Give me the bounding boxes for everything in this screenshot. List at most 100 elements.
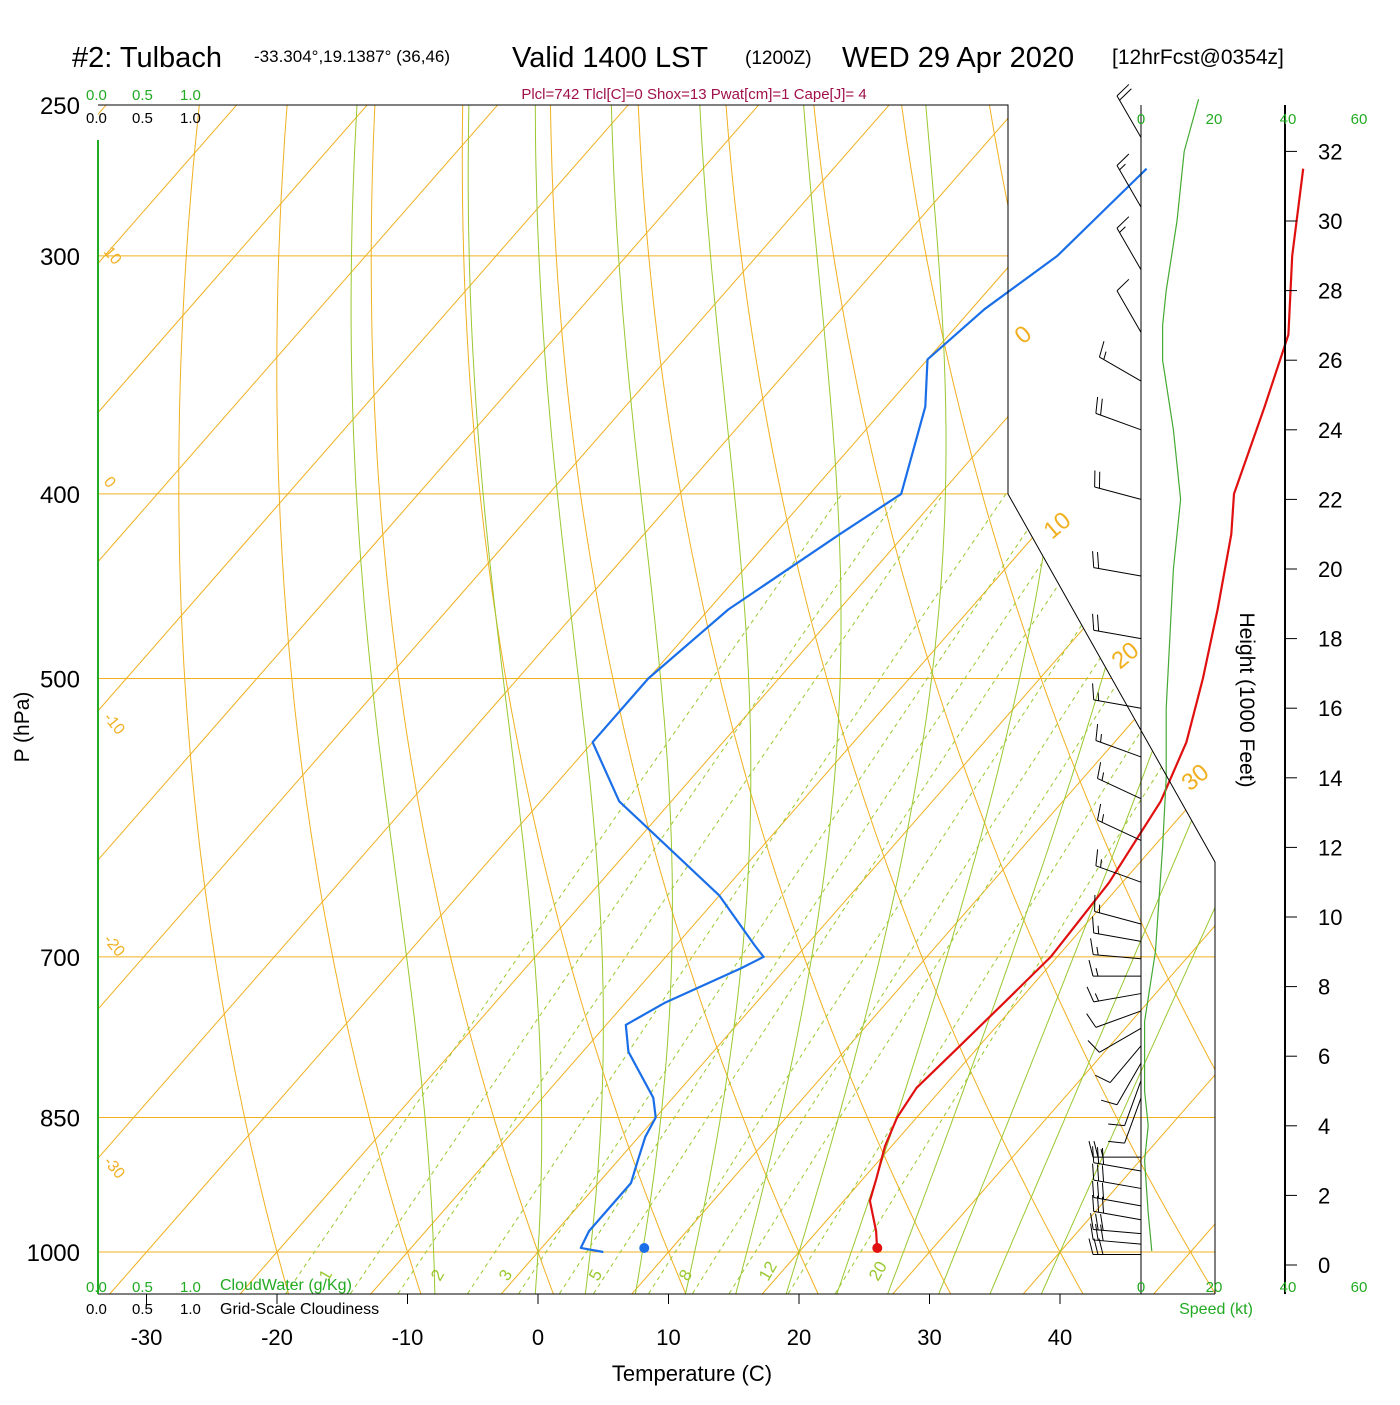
height-tick-label: 10 (1318, 905, 1342, 930)
dry-adiabat (1294, 0, 1400, 1300)
y-tick-label: 850 (40, 1106, 80, 1133)
background-grid (0, 0, 1400, 1300)
wind-barb-flag (1089, 960, 1093, 976)
wind-barb-staff (1094, 700, 1141, 708)
moist-adiabat (885, 1252, 903, 1300)
wind-barb-flag (1096, 397, 1098, 413)
wind-barb (1095, 470, 1141, 499)
y-tick-label: 300 (40, 244, 80, 271)
mixing-ratio-label: 20 (865, 1258, 891, 1284)
moist-adiabat (634, 1252, 642, 1300)
wind-barb (1091, 1213, 1141, 1233)
moist-adiabat (987, 1252, 1008, 1300)
moist-adiabat (1039, 1252, 1060, 1300)
mixing-ratio-line (346, 494, 900, 1300)
speed-axis-label: Speed (kt) (1179, 1301, 1253, 1318)
station-title: #2: Tulbach (72, 42, 222, 74)
x-axis-title: Temperature (C) (612, 1361, 772, 1386)
cloudwater-scale-top-2: 1.0 (180, 87, 201, 104)
y-tick-label: 700 (40, 945, 80, 972)
height-tick-label: 30 (1318, 209, 1342, 234)
wind-speed-profile-line (1145, 99, 1199, 1251)
isotherm-line (0, 0, 281, 1252)
mixing-ratio-label: 5 (585, 1266, 606, 1284)
height-tick-label: 12 (1318, 835, 1342, 860)
isotherm-line (0, 0, 803, 1252)
dry-adiabat (1377, 0, 1400, 1300)
wind-barb-flag (1087, 1014, 1096, 1028)
wind-barb-staff (1110, 1046, 1141, 1083)
y-axis-title: P (hPa) (11, 692, 34, 763)
cloudiness-scale-top-0: 0.0 (86, 110, 107, 127)
moist-adiabat (956, 71, 1359, 1252)
wind-barb (1093, 614, 1141, 639)
y-tick-label: 250 (40, 93, 80, 120)
moist-adiabat (535, 1252, 538, 1300)
speed-tick-bottom-0: 0 (1137, 1279, 1145, 1296)
wind-barb-flag (1102, 1165, 1103, 1181)
wind-barb-staff (1125, 1098, 1141, 1143)
wind-barb (1093, 1181, 1141, 1206)
isotherm-line (1154, 1252, 1191, 1294)
moist-adiabat (734, 1252, 747, 1300)
skew-isotherm-label: 30 (1177, 759, 1215, 797)
mixing-ratio-line (831, 494, 1335, 1300)
wind-barb (1117, 154, 1141, 207)
isotherm-line (1060, 0, 1400, 1252)
wind-barb-flag (1101, 399, 1103, 415)
dewpoint-profile-line (581, 169, 1147, 1252)
wind-barb-flag (1093, 551, 1094, 567)
station-coords: -33.304°,19.1387° (36,46) (254, 47, 450, 66)
isotherm-line (0, 0, 412, 1252)
height-tick-label: 32 (1318, 139, 1342, 164)
cloudwater-label: CloudWater (g/Kg) (220, 1277, 352, 1294)
stability-indices: Plcl=742 Tlcl[C]=0 Shox=13 Pwat[cm]=1 Ca… (521, 86, 866, 103)
wind-barb-half-flag (1097, 947, 1098, 955)
isotherm-label: -30 (100, 1154, 128, 1183)
wind-barb-half-flag (1098, 693, 1099, 701)
speed-tick-top-20: 20 (1206, 111, 1223, 128)
height-tick-label: 2 (1318, 1183, 1330, 1208)
isotherm-line (0, 0, 934, 1252)
wind-barb-half-flag (1096, 968, 1098, 976)
height-tick-label: 16 (1318, 696, 1342, 721)
isotherm-label: -20 (100, 932, 128, 961)
wind-barb-staff (1096, 1011, 1141, 1027)
moist-adiabat (351, 71, 434, 1252)
mixing-ratio-line (463, 494, 1006, 1300)
isotherm-label: 0 (100, 474, 119, 492)
height-tick-label: 24 (1318, 418, 1342, 443)
moist-adiabat (784, 1252, 799, 1300)
isotherm-line (0, 1252, 16, 1294)
wind-barb (1091, 938, 1141, 958)
wind-barb-flag (1096, 849, 1098, 865)
height-tick-label: 22 (1318, 487, 1342, 512)
wind-barb-flag (1097, 762, 1100, 778)
mixing-ratio-label: 8 (675, 1266, 696, 1284)
dry-adiabat (1047, 0, 1400, 1300)
surface-temperature-marker (872, 1243, 882, 1253)
mixing-ratio-line (555, 494, 1088, 1300)
cloudiness-scale-top-1: 0.5 (132, 110, 153, 127)
moist-adiabat (936, 1252, 955, 1300)
height-tick-label: 28 (1318, 279, 1342, 304)
wind-barb-flag (1117, 217, 1129, 228)
mixing-ratio-line (725, 494, 1240, 1300)
cloudiness-scale-bottom-2: 1.0 (180, 1301, 201, 1318)
wind-barb-staff (1117, 166, 1141, 208)
wind-barb-flag (1120, 89, 1132, 100)
wind-barb-staff (1099, 1028, 1141, 1052)
wind-barb (1095, 895, 1141, 924)
wind-barb (1099, 341, 1141, 381)
wind-barb (1097, 762, 1141, 798)
wind-barb-half-flag (1102, 814, 1104, 822)
height-tick-label: 8 (1318, 975, 1330, 1000)
wind-barb-flag (1101, 1100, 1117, 1105)
cloudiness-scale-bottom-1: 0.5 (132, 1301, 153, 1318)
forecast-info: [12hrFcst@0354z] (1112, 46, 1284, 69)
wind-barb (1087, 987, 1141, 1002)
y-tick-label: 1000 (27, 1240, 80, 1267)
wind-barb-staff (1095, 912, 1141, 924)
isotherm-line (538, 0, 1400, 1252)
skew-isotherm-label: 0 (1010, 320, 1038, 349)
